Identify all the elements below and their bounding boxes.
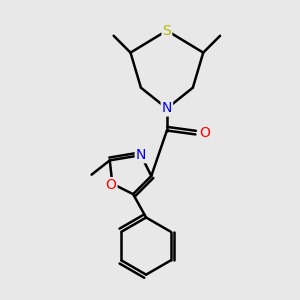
Text: N: N <box>136 148 146 162</box>
Text: N: N <box>162 101 172 116</box>
Text: O: O <box>200 126 211 140</box>
Text: O: O <box>106 178 116 192</box>
Text: S: S <box>163 24 171 38</box>
